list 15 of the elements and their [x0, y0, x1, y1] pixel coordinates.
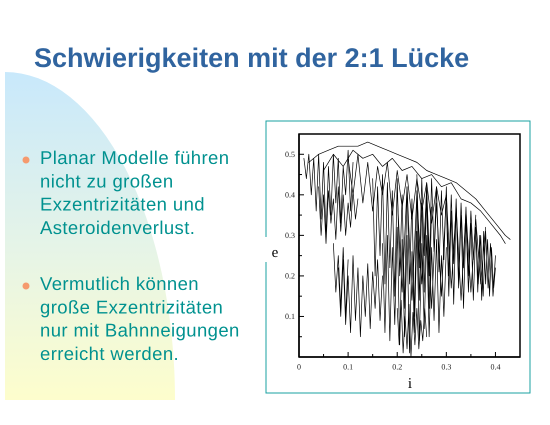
y-axis-title: e — [272, 245, 279, 261]
chart-title: Schwierigkeiten mit der 2:1 Lücke — [34, 43, 470, 73]
x-tick-label: 0.4 — [490, 362, 500, 372]
y-tick-label: 0.5 — [285, 150, 295, 159]
x-tick-label: 0.3 — [441, 362, 452, 372]
y-tick-label: 0.2 — [285, 271, 295, 280]
x-tick-label: 0.1 — [343, 362, 354, 372]
x-axis-title: i — [408, 376, 412, 392]
y-tick-label: 0.4 — [285, 190, 295, 200]
x-tick-label: 0.2 — [392, 362, 402, 372]
y-tick-label: 0.3 — [285, 230, 295, 240]
text: Vermutlich können große Exzentrizitäten nur mit Bahnneigungen erreicht werden. — [40, 273, 240, 364]
x-tick-label: 0 — [297, 362, 301, 372]
y-tick-label: 0.1 — [285, 312, 295, 322]
text: Planar Modelle führen nicht zu großen Exzentrizitäten und Asteroidenverlust. — [40, 147, 230, 238]
